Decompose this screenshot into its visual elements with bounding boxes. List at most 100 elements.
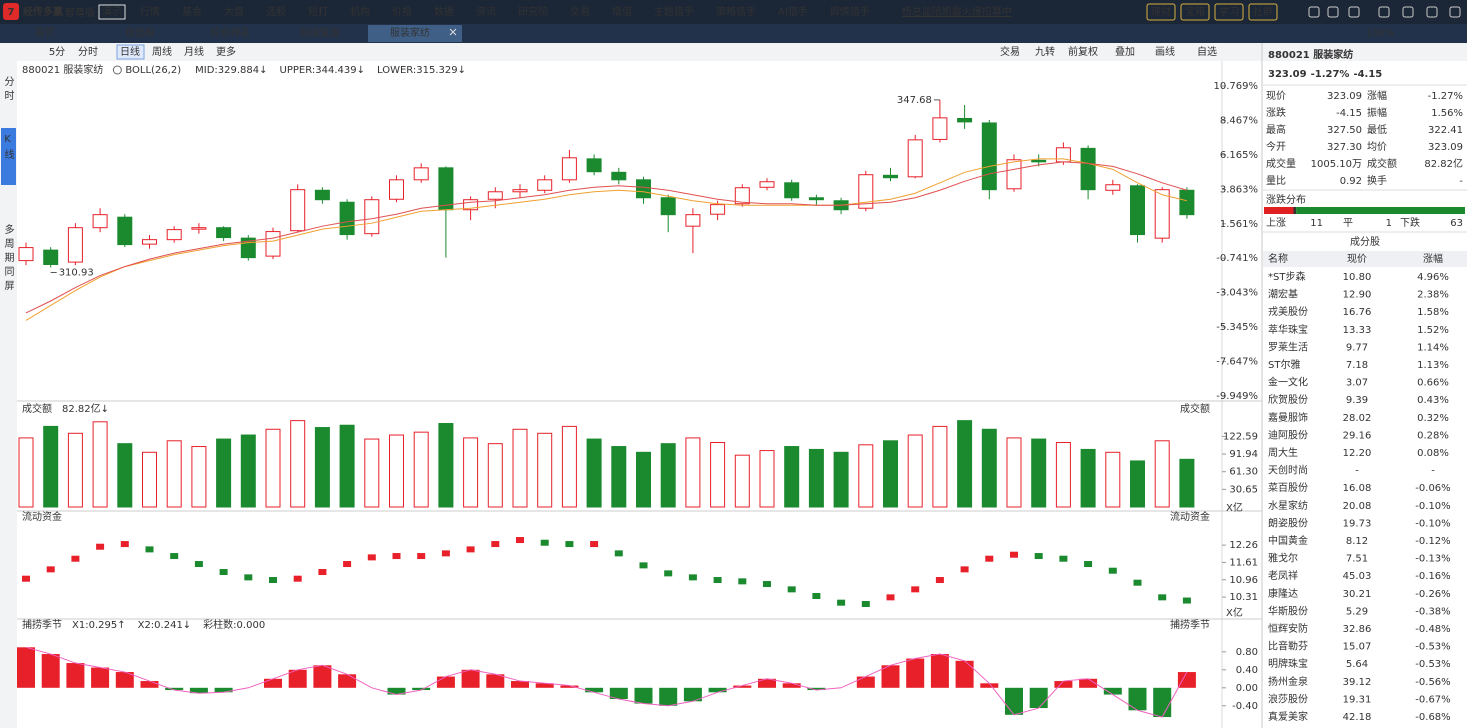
indicator-icon[interactable] — [112, 65, 122, 75]
period-button[interactable]: 5分 — [49, 46, 65, 58]
tab[interactable]: 综合排名 — [210, 26, 250, 39]
stock-name[interactable]: 罗莱生活 — [1268, 340, 1308, 353]
stock-name[interactable]: 水星家纺 — [1268, 499, 1308, 512]
menu-item[interactable]: 舆情猎手 — [830, 5, 870, 18]
stock-name[interactable]: 金一文化 — [1268, 376, 1308, 389]
menu-item[interactable]: 主题猎手 — [654, 5, 694, 18]
tool-menu[interactable]: 自选 — [1197, 45, 1217, 58]
side-tab[interactable]: K线 — [2, 134, 14, 163]
tool-menu[interactable]: 九转 — [1035, 45, 1055, 58]
period-button[interactable]: 更多 — [216, 45, 236, 58]
menu-item[interactable]: 机构 — [350, 5, 370, 18]
tool-menu[interactable]: 前复权 — [1068, 45, 1098, 58]
stat-label: 最高 — [1266, 123, 1286, 136]
tab-close[interactable] — [449, 28, 457, 36]
period-button[interactable]: 周线 — [152, 45, 172, 58]
tool-button[interactable]: 学习 — [1219, 5, 1239, 18]
stock-name[interactable]: 周大生 — [1268, 446, 1298, 459]
stock-name[interactable]: 天创时尚 — [1268, 464, 1308, 477]
flow-point — [1158, 594, 1167, 601]
menu-item[interactable]: 资讯 — [476, 6, 496, 18]
tab[interactable]: 超级复盘 — [300, 26, 340, 39]
stock-name[interactable]: 浪莎股份 — [1268, 692, 1308, 705]
stock-name[interactable]: 老凤祥 — [1268, 569, 1298, 582]
stock-change: -0.10% — [1415, 501, 1450, 512]
tool-button[interactable]: 社群 — [1253, 5, 1273, 18]
window-icon[interactable] — [1348, 6, 1360, 18]
stock-price: 12.20 — [1343, 448, 1372, 459]
y-tick-label: 61.30 — [1229, 467, 1258, 478]
stock-name[interactable]: 戎美股份 — [1268, 305, 1308, 318]
tab[interactable]: 自选股 — [125, 26, 155, 39]
stock-name[interactable]: 雅戈尔 — [1268, 552, 1298, 565]
period-button[interactable]: 日线 — [120, 45, 140, 58]
period-button[interactable]: 月线 — [184, 45, 204, 58]
candle-body — [364, 199, 380, 235]
stock-name[interactable]: 真爱美家 — [1268, 710, 1308, 723]
menu-item[interactable]: 短打 — [308, 5, 328, 18]
flow-point — [293, 575, 302, 582]
menu-item[interactable]: 策略猎手 — [716, 5, 756, 18]
stock-name[interactable]: *ST步森 — [1268, 270, 1305, 283]
window-icon[interactable] — [1402, 6, 1414, 18]
menu-item[interactable]: 交易 — [570, 5, 590, 18]
stock-name[interactable]: 恒辉安防 — [1268, 622, 1308, 635]
stock-name[interactable]: ST尔雅 — [1268, 358, 1300, 371]
panel-label: 捕捞季节 — [1170, 618, 1210, 631]
stock-name[interactable]: 华斯股份 — [1268, 604, 1308, 617]
panel-subtitle[interactable]: BOLL(26,2) — [125, 65, 181, 76]
window-icon[interactable] — [1449, 6, 1461, 18]
window-icon[interactable] — [1378, 6, 1390, 18]
stat-value: -4.15 — [1336, 108, 1362, 119]
tab[interactable]: 首页 — [35, 26, 55, 39]
tool-menu[interactable]: 叠加 — [1115, 46, 1135, 58]
stock-name[interactable]: 潮宏基 — [1268, 288, 1298, 301]
window-icon[interactable] — [1308, 6, 1320, 18]
stock-name[interactable]: 迪阿股份 — [1268, 429, 1308, 441]
stock-name[interactable]: 萃华珠宝 — [1268, 323, 1308, 336]
side-tab[interactable]: 分时 — [2, 76, 14, 104]
side-tab[interactable]: 多周期同屏 — [2, 223, 14, 294]
flow-point — [1108, 567, 1117, 574]
window-icon[interactable] — [1426, 6, 1438, 18]
menu-item[interactable]: 选股 — [266, 5, 286, 18]
stock-name[interactable]: 康隆达 — [1268, 587, 1298, 600]
tool-button[interactable]: 宝箱 — [1185, 5, 1205, 18]
panel-subtitle: 82.82亿↓ — [62, 402, 109, 415]
stock-price: 32.86 — [1343, 624, 1372, 635]
stock-name[interactable]: 欣贺股份 — [1268, 393, 1308, 406]
menu-item[interactable]: 行情 — [140, 5, 160, 18]
flow-point — [565, 541, 574, 548]
tab[interactable]: 服装家纺 — [390, 26, 430, 39]
distribution-label: 下跌 — [1400, 216, 1420, 229]
window-icon[interactable] — [1327, 6, 1339, 18]
menu-item[interactable]: 价投 — [392, 5, 412, 18]
tool-menu[interactable]: 交易 — [1000, 45, 1020, 58]
stat-value: -1.27% — [1428, 91, 1463, 102]
candle-body — [339, 201, 355, 236]
menu-item[interactable]: 增值 — [612, 5, 632, 18]
stock-name[interactable]: 扬州金泉 — [1268, 675, 1308, 688]
stock-name[interactable]: 嘉曼服饰 — [1268, 411, 1308, 424]
stock-name[interactable]: 比音勒芬 — [1268, 640, 1308, 653]
stock-name[interactable]: 明牌珠宝 — [1268, 657, 1308, 670]
stock-name[interactable]: 朗姿股份 — [1268, 516, 1308, 529]
menu-item[interactable]: 研究院 — [518, 5, 548, 18]
stock-change: -0.10% — [1415, 518, 1450, 529]
menu-item[interactable]: AI猎手 — [778, 5, 808, 18]
tool-menu[interactable]: 画线 — [1155, 45, 1175, 58]
menu-item[interactable]: 数据 — [434, 5, 454, 18]
oscillator-bar — [881, 665, 900, 688]
volume-bar — [389, 434, 404, 508]
stock-name[interactable]: 菜百股份 — [1268, 482, 1308, 494]
menu-item[interactable]: 基金 — [182, 5, 202, 18]
promo[interactable]: 杨总监陪跑震火爆招募中 — [902, 5, 1012, 18]
period-button[interactable]: 分时 — [78, 46, 98, 58]
y-tick-label: 11.61 — [1229, 557, 1258, 568]
menu-item[interactable]: 大盘 — [224, 5, 244, 18]
stock-name[interactable]: 中国黄金 — [1268, 534, 1308, 547]
candle-body — [808, 197, 824, 201]
candle-body — [389, 179, 404, 200]
flow-point — [935, 577, 944, 584]
tool-button[interactable]: 理财 — [1151, 5, 1171, 18]
